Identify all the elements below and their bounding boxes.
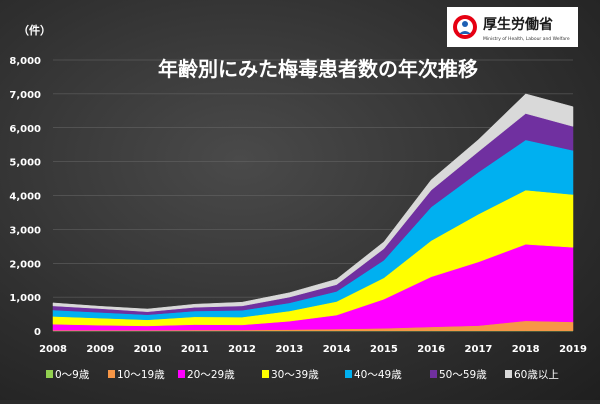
y-tick-label: 0 xyxy=(34,327,41,338)
legend-label: 0～9歳 xyxy=(55,369,90,381)
legend-swatch xyxy=(505,370,512,378)
x-tick-label: 2010 xyxy=(134,344,162,355)
y-tick-label: 4,000 xyxy=(9,192,41,203)
logo-name: 厚生労働省 xyxy=(483,16,553,33)
y-tick-label: 7,000 xyxy=(9,90,41,101)
legend-swatch xyxy=(46,370,53,378)
x-tick-label: 2019 xyxy=(559,344,587,355)
x-tick-label: 2014 xyxy=(323,344,351,355)
legend-swatch xyxy=(178,370,185,378)
legend-label: 10～19歳 xyxy=(117,369,165,381)
x-tick-label: 2011 xyxy=(181,344,209,355)
y-tick-label: 2,000 xyxy=(9,259,41,270)
legend-label: 20～29歳 xyxy=(187,369,235,381)
x-tick-label: 2008 xyxy=(39,344,67,355)
legend: 0～9歳 10～19歳 20～29歳 30～39歳 40～49歳 50～59歳 60歳以上 xyxy=(46,369,559,381)
x-tick-label: 2015 xyxy=(370,344,398,355)
y-tick-label: 8,000 xyxy=(9,56,41,67)
legend-swatch xyxy=(108,370,115,378)
x-tick-label: 2013 xyxy=(275,344,303,355)
x-tick-label: 2016 xyxy=(417,344,445,355)
legend-swatch xyxy=(262,370,269,378)
legend-label: 30～39歳 xyxy=(271,369,319,381)
ministry-emblem-icon xyxy=(453,15,477,39)
x-tick-label: 2009 xyxy=(86,344,114,355)
legend-label: 60歳以上 xyxy=(514,369,559,381)
y-tick-label: 3,000 xyxy=(9,225,41,236)
logo-subtitle: Ministry of Health, Labour and Welfare xyxy=(483,36,570,42)
y-tick-label: 1,000 xyxy=(9,293,41,304)
x-axis-ticks: 2008 2009 2010 2011 2012 2013 2014 2015 2016 2017… xyxy=(39,344,587,355)
legend-label: 40～49歳 xyxy=(354,369,402,381)
x-tick-label: 2017 xyxy=(465,344,493,355)
y-tick-label: 6,000 xyxy=(9,124,41,135)
y-tick-label: 5,000 xyxy=(9,158,41,169)
logo: 厚生労働省 Ministry of Health, Labour and Wel… xyxy=(447,7,578,47)
x-tick-label: 2018 xyxy=(512,344,540,355)
legend-label: 50～59歳 xyxy=(439,369,487,381)
x-tick-label: 2012 xyxy=(228,344,256,355)
y-unit-label: （件） xyxy=(18,23,51,37)
area-series xyxy=(53,94,573,331)
legend-swatch xyxy=(430,370,437,378)
chart-title: 年齢別にみた梅毒患者数の年次推移 xyxy=(158,57,478,81)
legend-swatch xyxy=(345,370,352,378)
y-axis-ticks: 0 1,000 2,000 3,000 4,000 5,000 6,000 7,000 8,00… xyxy=(9,56,41,338)
